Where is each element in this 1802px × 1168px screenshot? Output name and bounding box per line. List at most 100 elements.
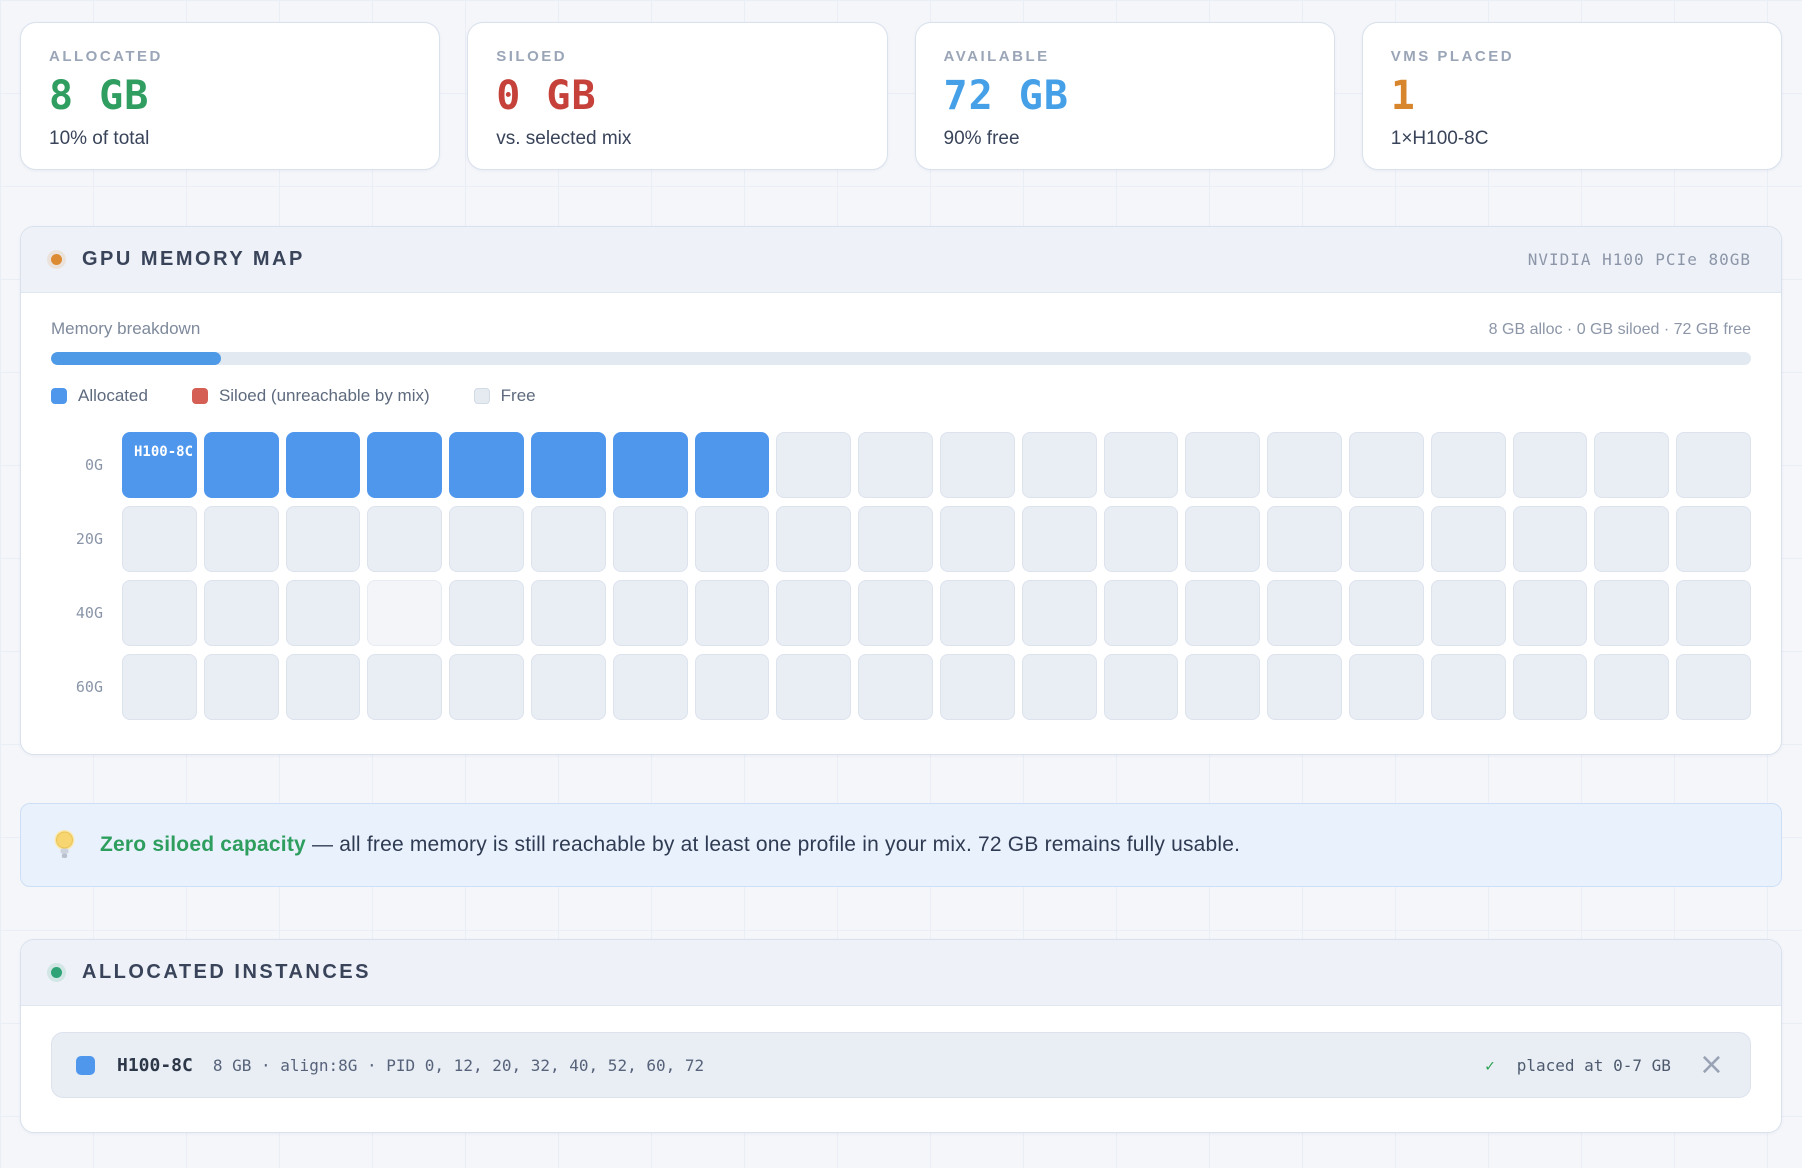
memory-cell-free[interactable]: [1349, 580, 1424, 646]
memory-cell-free[interactable]: [1594, 432, 1670, 498]
memory-cell-free[interactable]: [1021, 654, 1097, 720]
panel-title: ALLOCATED INSTANCES: [82, 961, 371, 983]
memory-cell-free[interactable]: [285, 580, 361, 646]
memory-cell-free[interactable]: [1267, 506, 1342, 572]
memory-cell-free[interactable]: [1512, 432, 1588, 498]
memory-cell-free[interactable]: [1021, 432, 1097, 498]
memory-cell-free[interactable]: [1594, 506, 1670, 572]
memory-cell-free[interactable]: [858, 506, 933, 572]
memory-cell-free[interactable]: [1594, 580, 1670, 646]
memory-cell-allocated[interactable]: [285, 432, 361, 498]
memory-cell-free[interactable]: [1349, 506, 1424, 572]
memory-cell-free[interactable]: [612, 654, 688, 720]
memory-cell-free[interactable]: [203, 506, 279, 572]
memory-cell-free[interactable]: [1430, 654, 1506, 720]
stat-card-available: AVAILABLE 72 GB 90% free: [914, 22, 1335, 170]
memory-cell-free[interactable]: [694, 580, 770, 646]
memory-cell-free[interactable]: [1021, 506, 1097, 572]
instance-name: H100-8C: [117, 1054, 193, 1076]
memory-cell-free[interactable]: [776, 654, 852, 720]
stat-value: 1: [1390, 73, 1416, 119]
memory-cell-free[interactable]: [694, 654, 770, 720]
memory-cell-free[interactable]: [1185, 654, 1261, 720]
memory-cell-free[interactable]: [612, 506, 688, 572]
legend-label: Siloed (unreachable by mix): [218, 386, 430, 405]
memory-cell-allocated[interactable]: [367, 432, 443, 498]
legend-item-free: Free: [473, 386, 536, 406]
memory-cell-free[interactable]: [1185, 432, 1261, 498]
memory-cell-free[interactable]: [1512, 580, 1588, 646]
memory-cell-free[interactable]: [531, 654, 606, 720]
stat-card-siloed: SILOED 0 GB vs. selected mix: [467, 22, 888, 170]
memory-cell-free[interactable]: [1594, 654, 1670, 720]
memory-cell-free[interactable]: [1430, 432, 1506, 498]
memory-cell-free[interactable]: [285, 654, 361, 720]
memory-cell-allocated[interactable]: [612, 432, 688, 498]
memory-progress-fill: [51, 352, 221, 365]
stat-subtext: vs. selected mix: [496, 128, 632, 149]
panel-title: GPU MEMORY MAP: [82, 248, 305, 270]
memory-cell-free[interactable]: [1185, 506, 1261, 572]
memory-breakdown-stats: 8 GB alloc · 0 GB siloed · 72 GB free: [1488, 321, 1751, 338]
memory-cell-free[interactable]: [367, 506, 443, 572]
memory-cell-free[interactable]: [203, 654, 279, 720]
memory-cell-free[interactable]: [1021, 580, 1097, 646]
stat-subtext: 10% of total: [49, 128, 150, 149]
memory-cell-free[interactable]: [858, 654, 933, 720]
stat-value: 0 GB: [496, 73, 597, 119]
memory-cell-free[interactable]: [531, 506, 606, 572]
memory-cell-allocated[interactable]: [531, 432, 606, 498]
memory-cell-free[interactable]: [1676, 506, 1751, 572]
remove-instance-button[interactable]: ×: [1698, 1047, 1724, 1082]
memory-cell-allocated[interactable]: H100-8C: [122, 432, 197, 498]
memory-cell-free[interactable]: [1267, 654, 1342, 720]
memory-cell-free[interactable]: [1676, 580, 1751, 646]
memory-cell-free[interactable]: [531, 580, 606, 646]
banner-title: Zero siloed capacity: [100, 833, 306, 856]
memory-cell-free[interactable]: [940, 580, 1015, 646]
memory-cell-free[interactable]: [122, 580, 197, 646]
memory-cell-free[interactable]: [1349, 432, 1424, 498]
memory-cell-free[interactable]: [940, 432, 1015, 498]
memory-cell-free[interactable]: [1512, 506, 1588, 572]
memory-cell-free[interactable]: [776, 580, 852, 646]
memory-cell-free[interactable]: [858, 432, 933, 498]
memory-cell-free[interactable]: [1103, 506, 1179, 572]
memory-cell-free[interactable]: [122, 654, 197, 720]
memory-cell-free[interactable]: [449, 654, 524, 720]
memory-cell-free[interactable]: [1267, 580, 1342, 646]
memory-cell-free[interactable]: [367, 580, 443, 646]
stats-row: ALLOCATED 8 GB 10% of total SILOED 0 GB …: [20, 22, 1782, 170]
memory-cell-free[interactable]: [1267, 432, 1342, 498]
memory-cell-free[interactable]: [203, 580, 279, 646]
legend-item-siloed: Siloed (unreachable by mix): [191, 386, 430, 406]
stat-value: 72 GB: [943, 73, 1069, 119]
memory-cell-free[interactable]: [1430, 506, 1506, 572]
memory-cell-allocated[interactable]: [694, 432, 770, 498]
memory-cell-free[interactable]: [776, 506, 852, 572]
memory-cell-free[interactable]: [1676, 432, 1751, 498]
memory-cell-free[interactable]: [367, 654, 443, 720]
memory-cell-free[interactable]: [1103, 580, 1179, 646]
memory-cell-free[interactable]: [1512, 654, 1588, 720]
memory-cell-free[interactable]: [776, 432, 852, 498]
memory-cell-free[interactable]: [940, 506, 1015, 572]
memory-cell-free[interactable]: [1185, 580, 1261, 646]
memory-cell-free[interactable]: [1103, 432, 1179, 498]
memory-cell-free[interactable]: [449, 580, 524, 646]
grid-row-label: 40G: [75, 604, 103, 622]
memory-cell-free[interactable]: [1349, 654, 1424, 720]
memory-cell-free[interactable]: [940, 654, 1015, 720]
memory-cell-allocated[interactable]: [203, 432, 279, 498]
memory-cell-free[interactable]: [449, 506, 524, 572]
memory-cell-free[interactable]: [1103, 654, 1179, 720]
memory-cell-free[interactable]: [1430, 580, 1506, 646]
memory-cell-free[interactable]: [285, 506, 361, 572]
memory-cell-free[interactable]: [858, 580, 933, 646]
memory-cell-free[interactable]: [122, 506, 197, 572]
memory-cell-free[interactable]: [612, 580, 688, 646]
memory-cell-allocated[interactable]: [449, 432, 524, 498]
instance-placement-status: placed at 0-7 GB: [1516, 1055, 1671, 1075]
memory-cell-free[interactable]: [1676, 654, 1751, 720]
memory-cell-free[interactable]: [694, 506, 770, 572]
